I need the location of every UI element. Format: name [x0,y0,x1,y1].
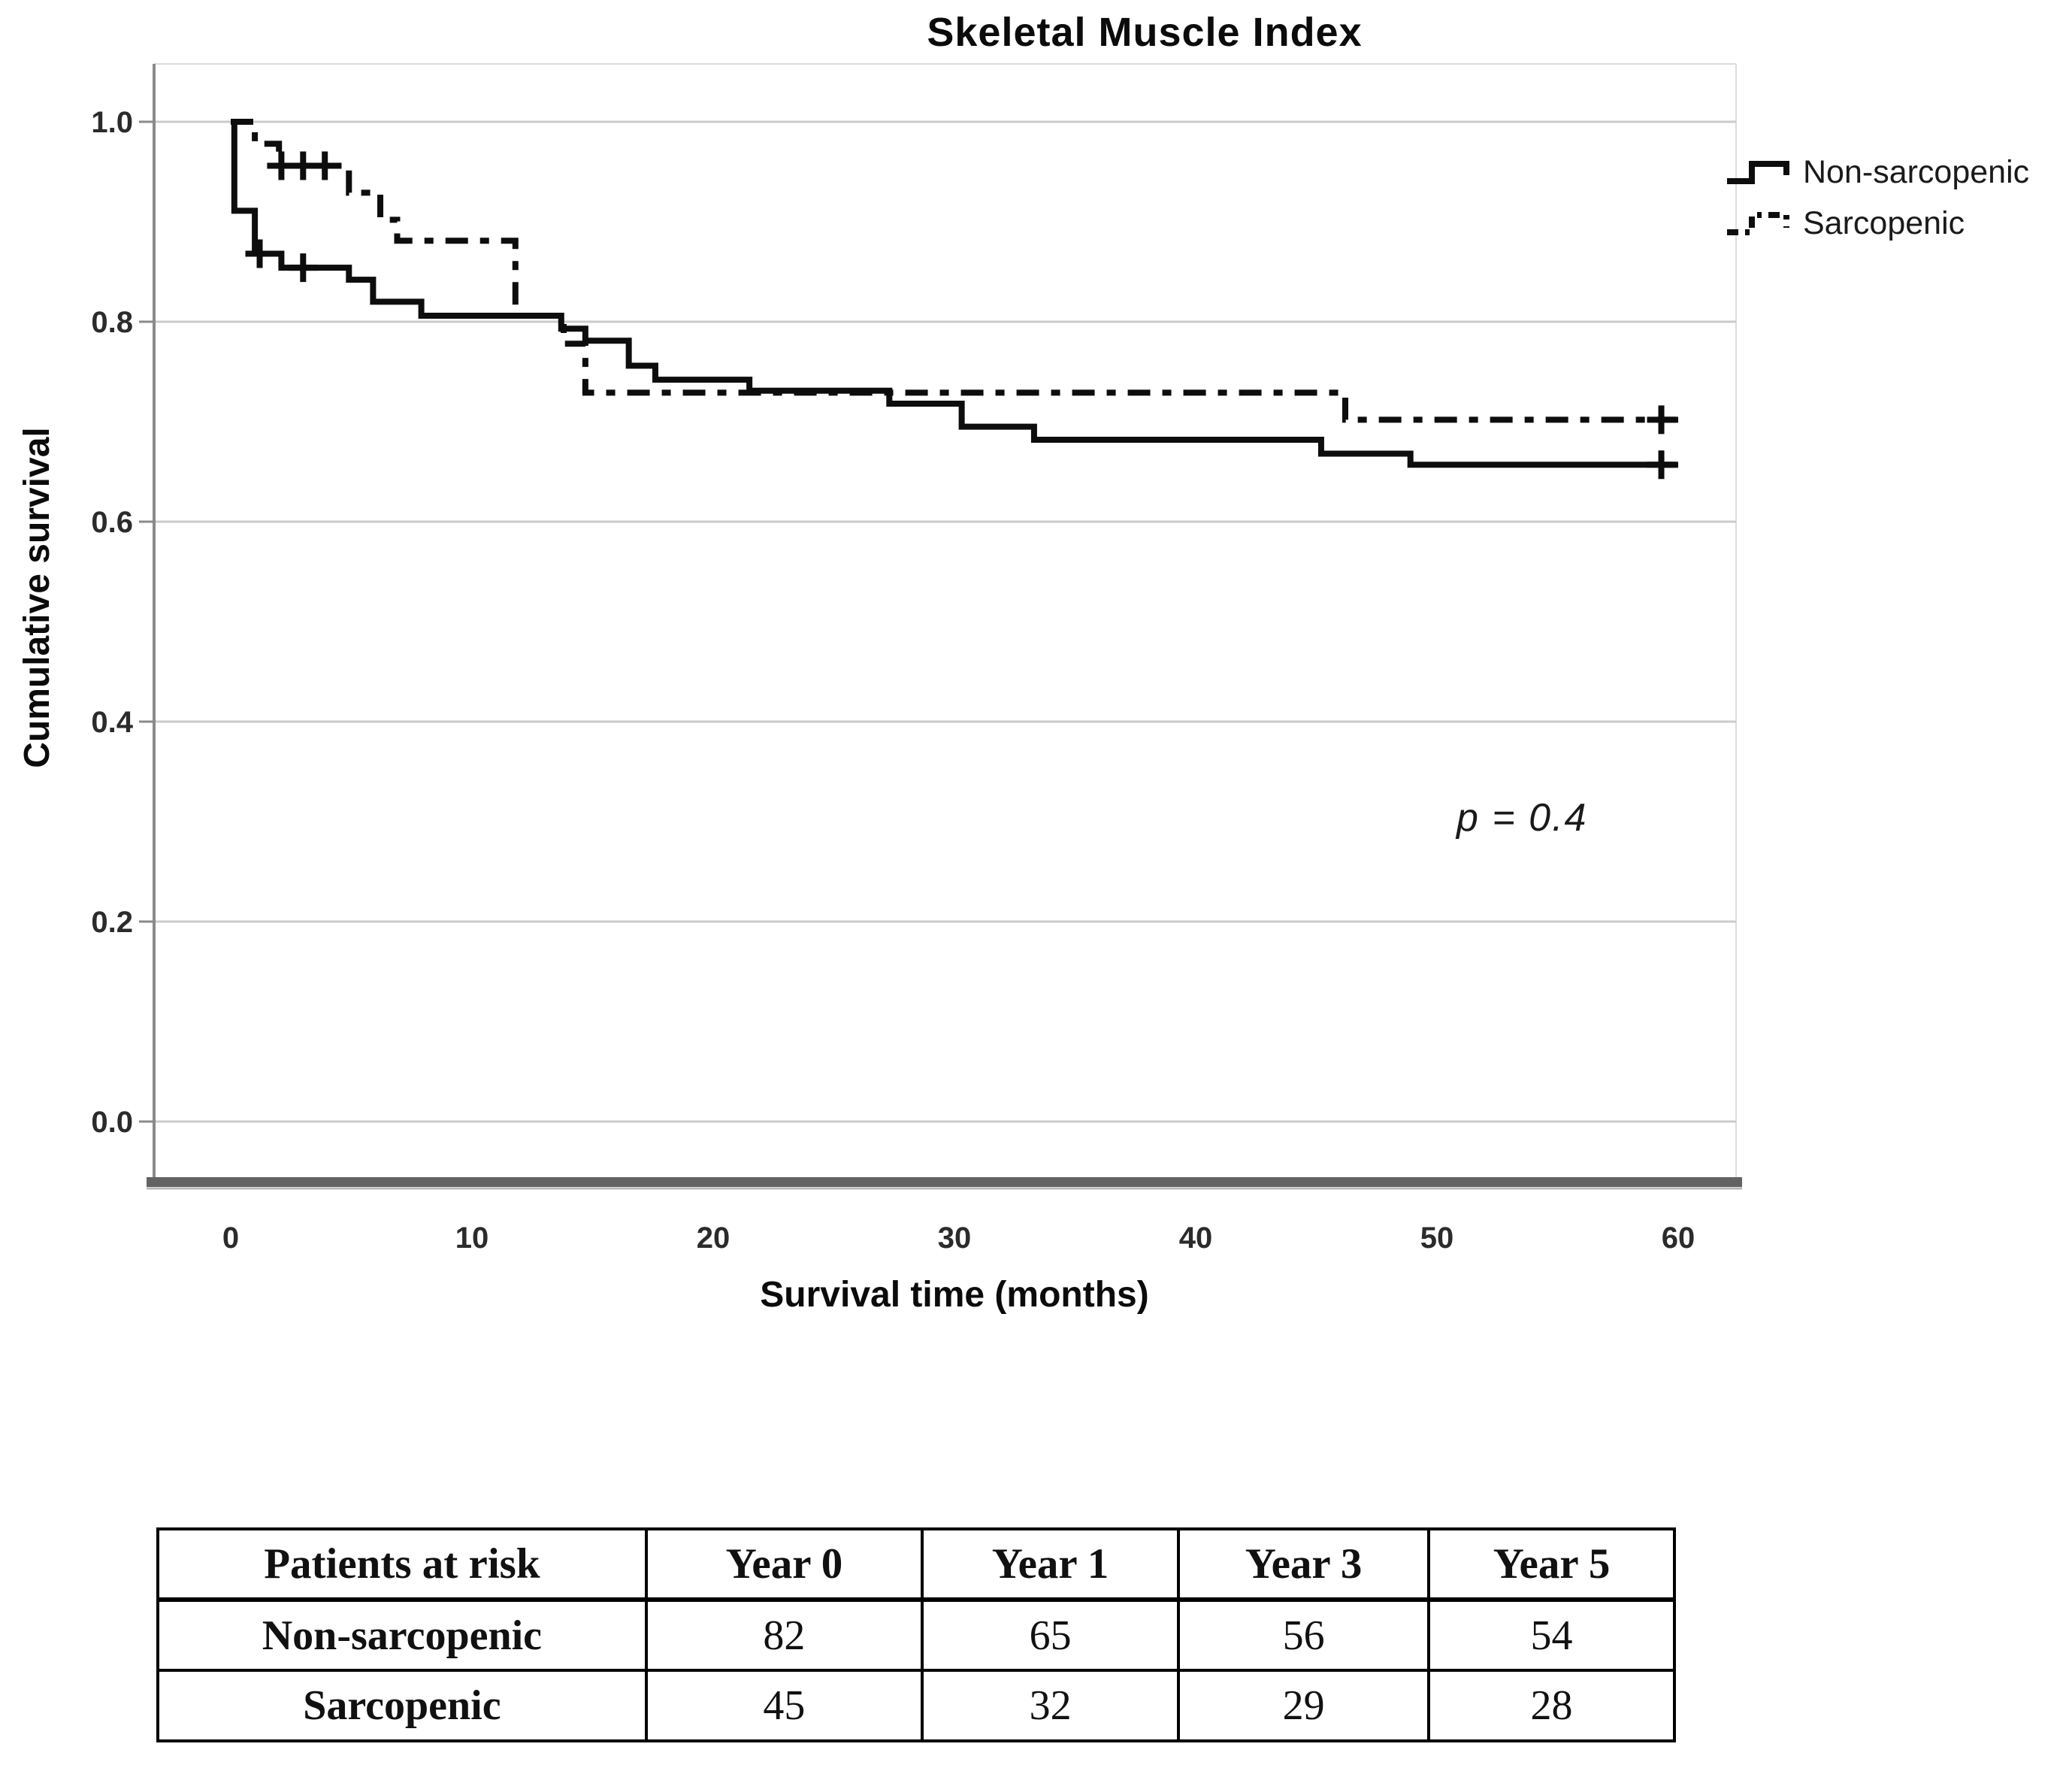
risk-table-header-cell: Year 3 [1177,1527,1431,1602]
y-tick-label: 1.0 [91,106,133,139]
risk-table-header-cell: Patients at risk [156,1527,648,1602]
y-axis-title: Cumulative survival [17,427,57,768]
risk-value: 29 [1177,1669,1431,1742]
y-tick-label: 0.0 [91,1106,133,1139]
risk-value: 54 [1427,1598,1676,1672]
risk-row-label: Sarcopenic [156,1669,648,1742]
x-tick-label: 40 [1179,1222,1213,1255]
x-tick-label: 50 [1420,1222,1454,1255]
y-tick-label: 0.2 [91,906,133,939]
series-line-non-sarcopenic [231,119,1678,468]
x-axis-title: Survival time (months) [760,1275,1149,1315]
risk-value: 28 [1427,1669,1676,1742]
risk-table-header-cell: Year 1 [921,1527,1181,1602]
risk-value: 65 [921,1598,1181,1672]
chart-title: Skeletal Muscle Index [927,10,1363,55]
risk-value: 45 [644,1669,924,1742]
x-tick-label: 10 [455,1222,489,1255]
risk-value: 56 [1177,1598,1431,1672]
risk-value: 32 [921,1669,1181,1742]
km-chart-canvas: 0.0 0.2 0.4 0.6 0.8 1.0 0 10 20 30 40 50 60 [91,63,1742,1255]
p-value-annotation: p = 0.4 [1456,796,1588,840]
risk-table-header-cell: Year 5 [1427,1527,1676,1602]
x-tick-label: 0 [222,1222,239,1255]
legend: Non-sarcopenic Sarcopenic [1725,150,2029,245]
patients-at-risk-table: Patients at risk Year 0 Year 1 Year 3 Ye… [156,1527,1676,1742]
legend-item-sarcopenic: Sarcopenic [1725,201,2029,245]
legend-item-non-sarcopenic: Non-sarcopenic [1725,150,2029,194]
risk-row-label: Non-sarcopenic [156,1598,648,1672]
series-line-sarcopenic [231,119,1678,423]
legend-label: Non-sarcopenic [1803,153,2030,190]
y-tick-label: 0.6 [91,506,133,539]
x-tick-label: 20 [697,1222,730,1255]
x-tick-label: 60 [1662,1222,1695,1255]
risk-table-header-cell: Year 0 [644,1527,924,1602]
risk-value: 82 [644,1598,924,1672]
dashed-step-line-icon [1727,212,1789,235]
legend-label: Sarcopenic [1803,204,1965,241]
y-tick-label: 0.4 [91,706,133,739]
risk-table-header-row: Patients at risk Year 0 Year 1 Year 3 Ye… [156,1527,1676,1602]
solid-step-line-icon [1727,161,1789,184]
x-tick-label: 30 [938,1222,972,1255]
risk-table-row-non-sarcopenic: Non-sarcopenic 82 65 56 54 [156,1598,1676,1672]
risk-table-row-sarcopenic: Sarcopenic 45 32 29 28 [156,1669,1676,1742]
y-tick-label: 0.8 [91,306,133,339]
x-axis-line [147,1177,1742,1187]
